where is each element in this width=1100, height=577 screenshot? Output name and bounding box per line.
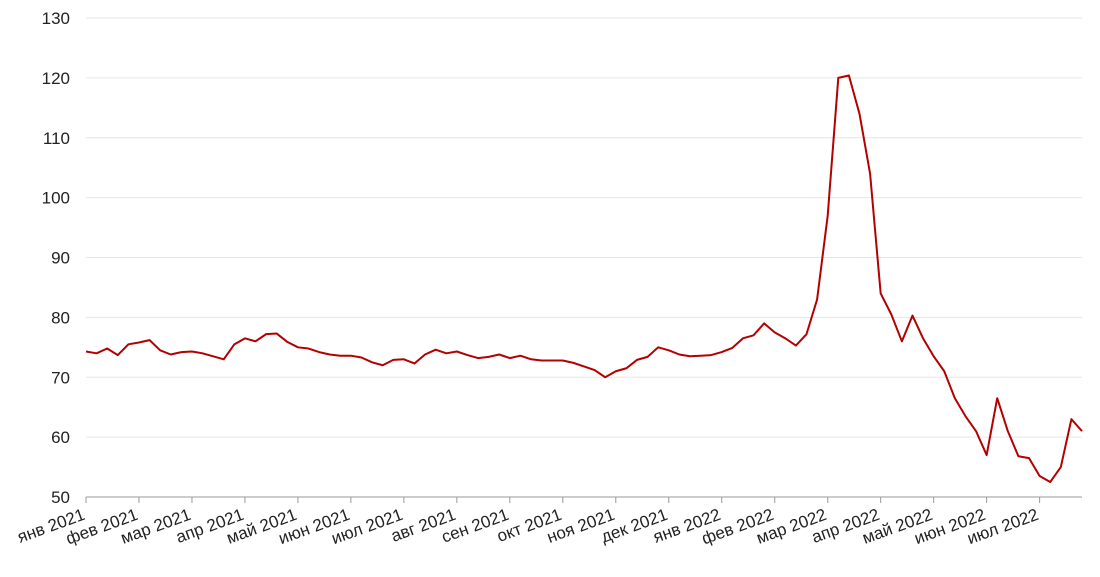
line [85, 74, 1083, 484]
y-tick-label: 130 [42, 9, 70, 28]
y-tick-label: 60 [51, 428, 70, 447]
y-tick-label: 70 [51, 368, 70, 387]
y-tick-label: 120 [42, 69, 70, 88]
y-tick-label: 80 [51, 308, 70, 327]
y-tick-label: 100 [42, 189, 70, 208]
y-tick-label: 50 [51, 488, 70, 507]
y-tick-label: 90 [51, 249, 70, 268]
y-tick-label: 110 [43, 129, 70, 148]
